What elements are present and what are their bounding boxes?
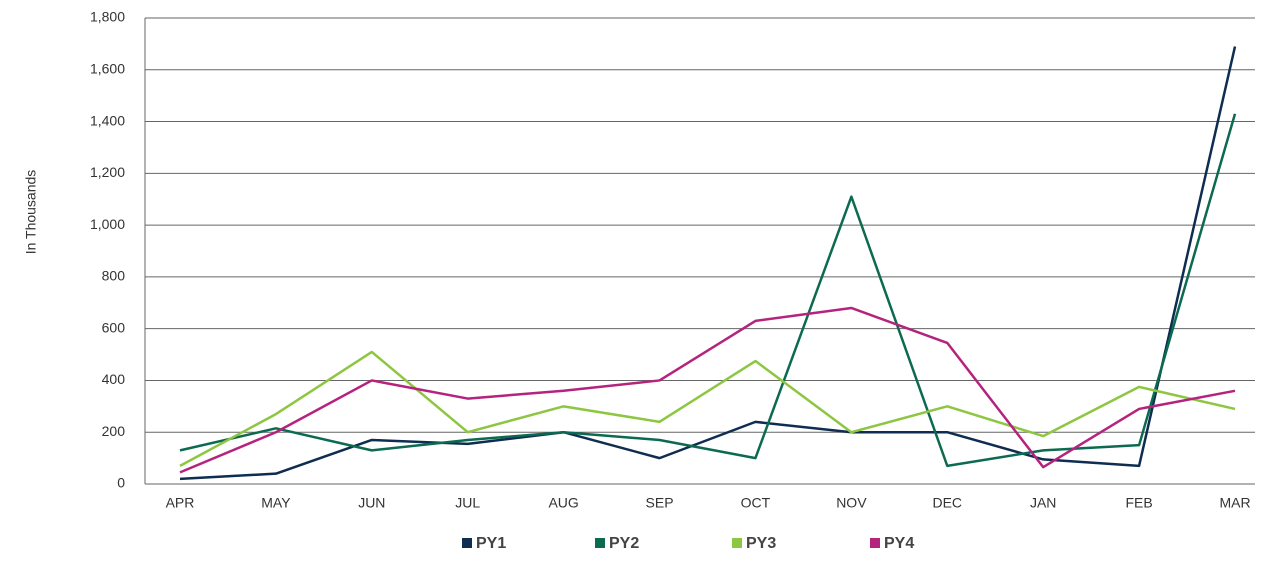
x-tick-label: MAR bbox=[1219, 495, 1250, 511]
legend-swatch bbox=[732, 538, 742, 548]
legend-label: PY4 bbox=[884, 535, 914, 552]
x-tick-label: SEP bbox=[646, 495, 674, 511]
legend-label: PY1 bbox=[476, 535, 506, 552]
y-tick-label: 800 bbox=[102, 268, 126, 284]
x-tick-label: OCT bbox=[741, 495, 771, 511]
series-line bbox=[179, 46, 1237, 481]
x-tick-label: JAN bbox=[1030, 495, 1056, 511]
series-line bbox=[179, 113, 1237, 468]
y-axis-label: In Thousands bbox=[23, 170, 39, 255]
legend-swatch bbox=[595, 538, 605, 548]
y-tick-label: 1,800 bbox=[90, 9, 125, 25]
x-tick-label: NOV bbox=[836, 495, 867, 511]
x-tick-label: DEC bbox=[932, 495, 962, 511]
x-tick-label: APR bbox=[166, 495, 195, 511]
legend-swatch bbox=[870, 538, 880, 548]
y-tick-label: 600 bbox=[102, 319, 126, 335]
legend-label: PY2 bbox=[609, 535, 639, 552]
y-tick-label: 400 bbox=[102, 371, 126, 387]
series-line bbox=[179, 350, 1236, 467]
x-tick-label: JUN bbox=[358, 495, 385, 511]
legend: PY1 PY2 PY3 PY4 bbox=[462, 535, 914, 552]
y-tick-label: 1,600 bbox=[90, 60, 125, 76]
y-tick-label: 200 bbox=[102, 423, 126, 439]
y-tick-label: 0 bbox=[117, 475, 125, 491]
x-tick-label: JUL bbox=[455, 495, 480, 511]
x-tick-label: MAY bbox=[261, 495, 291, 511]
legend-swatch bbox=[462, 538, 472, 548]
y-tick-label: 1,200 bbox=[90, 164, 125, 180]
y-tick-label: 1,400 bbox=[90, 112, 125, 128]
x-tick-label: FEB bbox=[1125, 495, 1152, 511]
y-tick-label: 1,000 bbox=[90, 216, 125, 232]
legend-label: PY3 bbox=[746, 535, 776, 552]
x-tick-label: AUG bbox=[548, 495, 578, 511]
series-line bbox=[179, 306, 1236, 474]
